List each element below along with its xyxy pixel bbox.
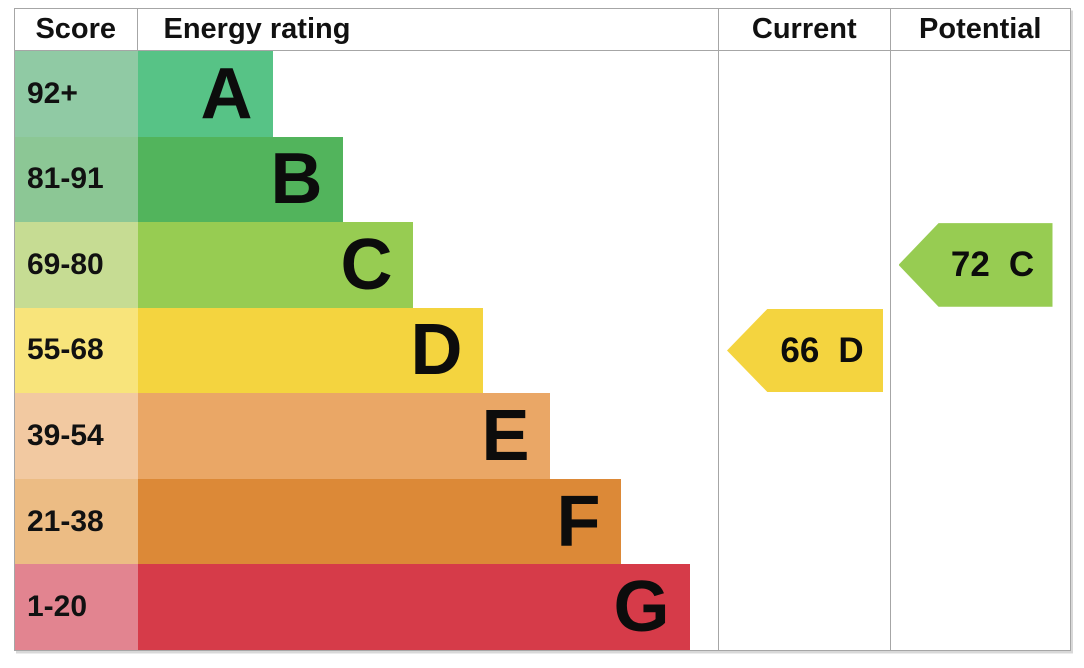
energy-band-cell-b: B: [137, 136, 719, 223]
band-bar-e: E: [137, 393, 550, 479]
band-bar-d: D: [137, 307, 483, 394]
current-column-cell-a: [719, 51, 891, 137]
current-rating-arrow-value: 66: [780, 330, 820, 370]
potential-column-cell-f: [890, 478, 1070, 565]
score-cell-c: 69-80: [15, 222, 138, 308]
band-letter-f: F: [556, 481, 601, 562]
potential-column-cell-c: 72 C: [890, 222, 1070, 308]
band-letter-a: A: [200, 53, 253, 134]
score-range-b: 81-91: [27, 162, 104, 196]
potential-rating-arrow-band-letter: C: [1008, 245, 1035, 285]
current-column-cell-b: [719, 136, 891, 223]
current-rating-arrow: 66 D: [727, 308, 883, 393]
band-bar-a: A: [137, 51, 273, 137]
score-cell-a: 92+: [15, 51, 138, 137]
score-cell-f: 21-38: [15, 478, 138, 565]
potential-column-cell-a: [890, 51, 1070, 137]
potential-rating-arrow: 72 C: [898, 223, 1053, 307]
current-rating-arrow-band-letter: D: [838, 330, 864, 370]
band-bar-c: C: [137, 222, 413, 308]
header-current: Current: [719, 9, 891, 51]
score-cell-e: 39-54: [15, 393, 138, 479]
current-column-cell-c: [719, 222, 891, 308]
band-letter-b: B: [270, 139, 323, 220]
energy-band-cell-a: A: [137, 51, 719, 137]
current-column-cell-e: [719, 393, 891, 479]
potential-rating-arrow-value: 72: [950, 245, 990, 285]
potential-column-cell-e: [890, 393, 1070, 479]
score-cell-g: 1-20: [15, 564, 138, 650]
band-letter-g: G: [613, 567, 670, 648]
header-potential-label: Potential: [919, 13, 1042, 45]
current-column-cell-d: 66 D: [719, 307, 891, 394]
score-range-e: 39-54: [27, 419, 104, 453]
potential-column-cell-g: [890, 564, 1070, 650]
potential-column-cell-b: [890, 136, 1070, 223]
epc-rating-table: Score Energy rating Current Potential 92…: [14, 8, 1071, 651]
current-column-cell-g: [719, 564, 891, 650]
energy-band-cell-e: E: [137, 393, 719, 479]
energy-band-cell-d: D: [137, 307, 719, 394]
band-bar-g: G: [137, 564, 690, 650]
header-energy-rating-label: Energy rating: [163, 13, 351, 45]
band-bar-b: B: [137, 136, 343, 223]
band-letter-c: C: [340, 224, 393, 305]
score-range-c: 69-80: [27, 247, 104, 281]
score-range-g: 1-20: [27, 590, 88, 624]
score-cell-d: 55-68: [15, 307, 138, 394]
header-current-label: Current: [751, 13, 857, 45]
header-score: Score: [15, 9, 138, 51]
current-column-cell-f: [719, 478, 891, 565]
header-energy-rating: Energy rating: [137, 9, 719, 51]
potential-column-cell-d: [890, 307, 1070, 394]
header-potential: Potential: [890, 9, 1070, 51]
energy-band-cell-f: F: [137, 478, 719, 565]
score-range-a: 92+: [27, 76, 78, 110]
header-score-label: Score: [35, 13, 117, 45]
energy-band-cell-c: C: [137, 222, 719, 308]
band-letter-e: E: [481, 396, 530, 477]
band-letter-d: D: [410, 310, 463, 391]
score-range-f: 21-38: [27, 504, 104, 538]
score-cell-b: 81-91: [15, 136, 138, 223]
score-range-d: 55-68: [27, 333, 104, 367]
band-bar-f: F: [137, 478, 621, 565]
energy-band-cell-g: G: [137, 564, 719, 650]
